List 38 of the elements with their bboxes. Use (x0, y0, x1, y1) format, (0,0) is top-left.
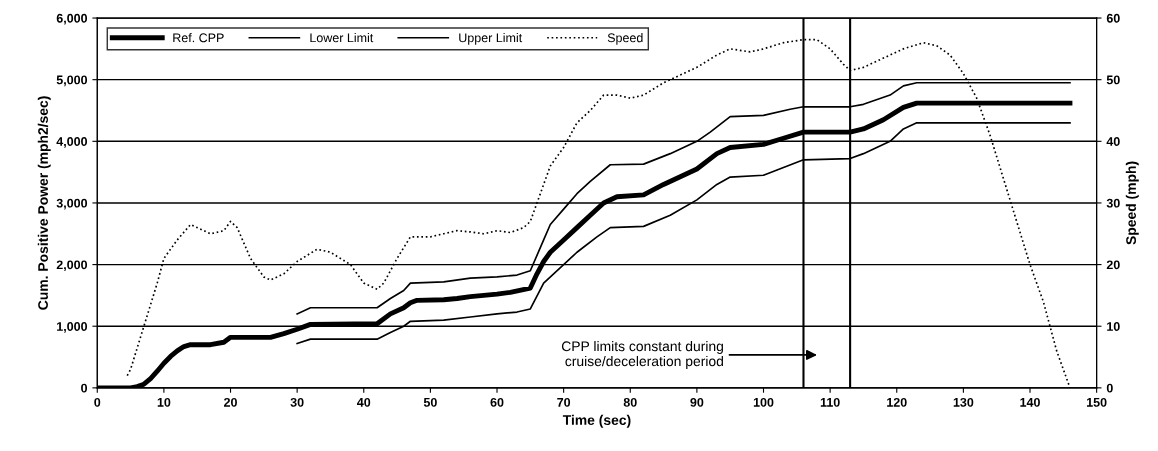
annotation: CPP limits constant during cruise/deceleration period (561, 340, 723, 369)
y2-tick-label: 40 (1106, 137, 1120, 146)
y2-tick-label: 0 (1106, 383, 1113, 393)
x-tick-label: 60 (490, 397, 504, 407)
y-tick-label: 2,000 (56, 260, 88, 272)
y2-tick-label: 20 (1106, 260, 1120, 270)
y2-tick-label: 30 (1106, 198, 1120, 208)
x-tick-label: 10 (157, 397, 171, 407)
y-axis-title: Cum. Positive Power (mph2/sec) (37, 96, 51, 310)
y2-tick-label: 10 (1107, 322, 1120, 331)
x-tick-label: 30 (290, 397, 304, 407)
x-tick-label: 90 (690, 397, 704, 407)
y-tick-label: 0 (81, 383, 88, 393)
legend-label: Speed (607, 33, 643, 45)
y-tick-label: 5,000 (56, 75, 88, 87)
legend-label: Ref. CPP (173, 33, 224, 43)
x-tick-label: 130 (953, 397, 974, 407)
y2-tick-label: 60 (1106, 13, 1120, 23)
x-tick-label: 120 (887, 397, 907, 407)
y-tick-label: 3,000 (56, 198, 88, 210)
x-tick-label: 110 (820, 397, 840, 407)
x-tick-label: 40 (357, 397, 371, 407)
x-tick-label: 20 (224, 397, 237, 407)
y2-tick-label: 50 (1106, 75, 1120, 85)
legend-label: Lower Limit (310, 33, 374, 43)
y-tick-label: 1,000 (57, 322, 88, 333)
x-tick-label: 100 (753, 397, 774, 407)
x-tick-label: 80 (623, 397, 637, 407)
x-tick-label: 150 (1086, 397, 1107, 407)
x-axis-title: Time (sec) (562, 414, 631, 428)
x-tick-label: 50 (423, 397, 437, 407)
legend-label: Upper Limit (459, 33, 523, 45)
x-tick-label: 0 (94, 397, 101, 407)
x-tick-label: 70 (557, 397, 571, 407)
y-tick-label: 6,000 (56, 13, 88, 25)
x-tick-label: 140 (1020, 397, 1040, 407)
y-tick-label: 4,000 (56, 137, 88, 148)
y2-axis-title: Speed (mph) (1125, 161, 1139, 245)
